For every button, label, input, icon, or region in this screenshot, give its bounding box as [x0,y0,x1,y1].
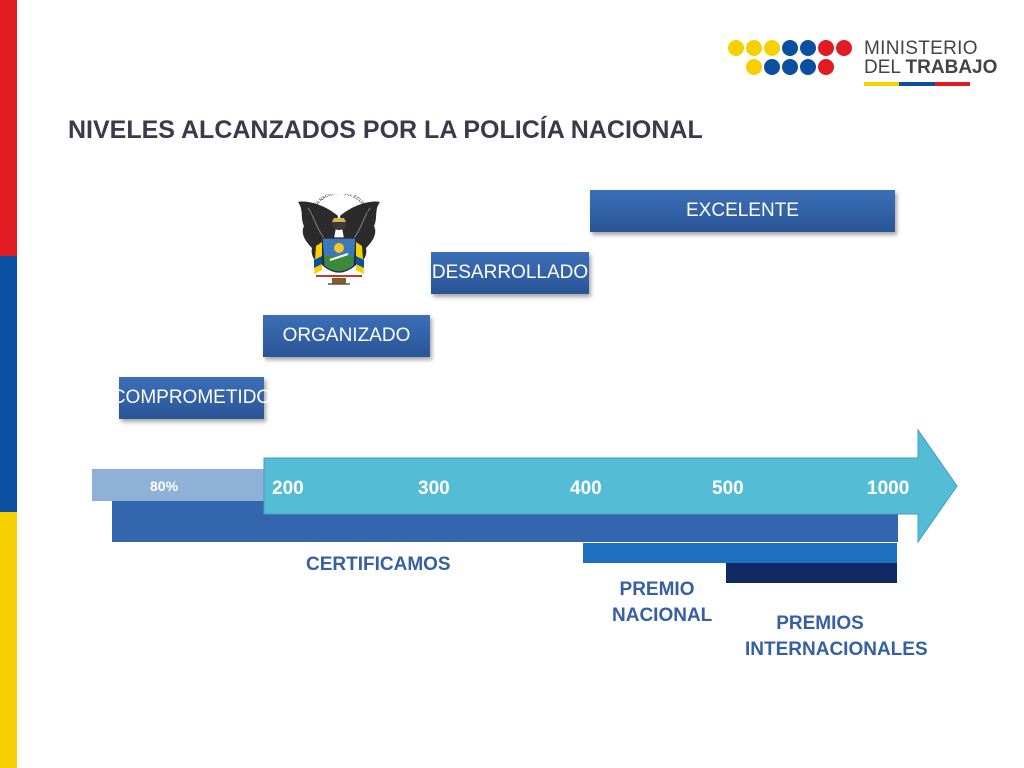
label-premio-nacional: PREMIO NACIONAL [612,577,713,629]
level-excelente: EXCELENTE [590,190,895,232]
scale-arrow-icon [263,428,958,544]
logo-color-bar [864,82,970,86]
police-emblem-icon: POLICÍA NACIONAL DEL ECUADOR [298,194,380,285]
scale-tick-400: 400 [570,478,602,499]
logo-line-2-a: DEL [864,57,901,78]
logo-dots-icon [728,38,858,78]
logo-line-2: DEL TRABAJO [864,57,997,79]
level-comprometido: COMPROMETIDO [112,377,271,419]
flag-stripe-blue [0,256,17,512]
scale-tick-500: 500 [712,478,744,499]
scale-tick-1000: 1000 [867,478,910,499]
level-organizado: ORGANIZADO [263,315,430,357]
ministerio-logo: MINISTERIO DEL TRABAJO [728,38,998,90]
level-desarrollado: DESARROLLADO [431,252,589,294]
label-premio-line1: PREMIO [619,579,695,600]
flag-stripe-red [0,0,17,256]
label-internacionales-line1: PREMIOS [776,613,864,634]
label-internacionales-line2: INTERNACIONALES [745,639,928,660]
start-percent-box [92,469,264,501]
label-certificamos: CERTIFICAMOS [306,554,451,575]
logo-line-2-b: TRABAJO [905,57,998,78]
start-percent-label: 80% [150,478,179,494]
label-premio-line2: NACIONAL [612,605,713,626]
premio-nacional-bar [583,543,897,563]
label-premios-internacionales: PREMIOS INTERNACIONALES [745,611,928,663]
scale-tick-200: 200 [272,478,304,499]
scale-tick-300: 300 [418,478,450,499]
flag-stripe-yellow [0,512,17,768]
logo-line-1: MINISTERIO [864,38,978,59]
page-title: NIVELES ALCANZADOS POR LA POLICÍA NACION… [68,116,703,144]
premios-internacionales-bar [726,563,897,583]
